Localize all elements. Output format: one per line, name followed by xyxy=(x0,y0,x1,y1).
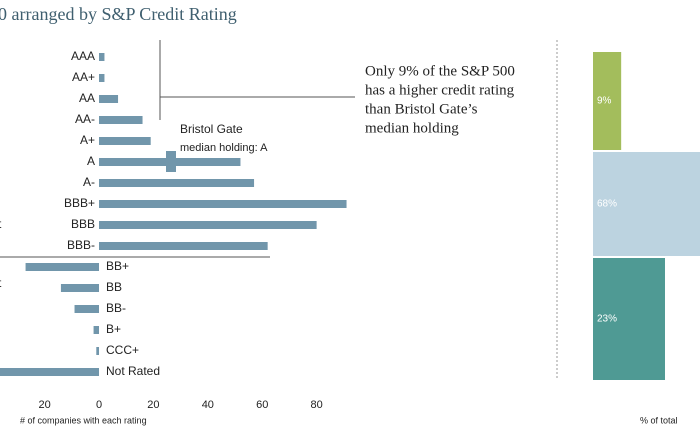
category-label: A xyxy=(87,154,95,168)
x-axis-label: # of companies with each rating xyxy=(20,415,147,425)
category-label: A- xyxy=(83,175,95,189)
bar xyxy=(25,263,100,271)
category-label: AA+ xyxy=(72,70,95,84)
bar xyxy=(99,53,105,61)
annotation: median holding xyxy=(365,120,459,136)
category-label: B+ xyxy=(106,322,121,336)
value-label: 23% xyxy=(597,314,617,325)
bar xyxy=(99,116,143,124)
segment xyxy=(593,258,665,380)
x-tick-label: 20 xyxy=(147,399,159,411)
x-tick-label: 60 xyxy=(256,399,268,411)
value-label: 68% xyxy=(597,199,617,210)
bar xyxy=(99,242,268,250)
x-tick-label: 40 xyxy=(202,399,214,411)
group-label: t xyxy=(0,276,2,290)
category-label: AAA xyxy=(71,49,95,63)
bar xyxy=(93,326,100,334)
category-label: BBB+ xyxy=(64,196,95,210)
bar xyxy=(74,305,100,313)
category-label: BB- xyxy=(106,301,126,315)
category-label: BB xyxy=(106,280,122,294)
bar xyxy=(99,137,151,145)
category-label: A+ xyxy=(80,133,95,147)
segment xyxy=(593,52,622,150)
bars xyxy=(0,53,347,376)
category-label: BBB- xyxy=(67,238,95,252)
x-tick-label: 0 xyxy=(96,399,102,411)
category-label: Not Rated xyxy=(106,364,160,378)
annotation: Only 9% of the S&P 500 xyxy=(365,63,515,79)
category-label: AA- xyxy=(75,112,95,126)
x-axis-label: % of total xyxy=(640,415,678,425)
bar xyxy=(99,179,255,187)
bar xyxy=(60,284,100,292)
category-label: BB+ xyxy=(106,259,129,273)
bar xyxy=(99,158,241,166)
group-label: t xyxy=(0,217,2,231)
bar xyxy=(0,368,100,376)
category-label: CCC+ xyxy=(106,343,139,357)
chart-title: 0 arranged by S&P Credit Rating xyxy=(0,4,237,24)
category-label: BBB xyxy=(71,217,95,231)
median-label: median holding: A xyxy=(180,142,268,154)
value-label: 9% xyxy=(597,96,612,107)
bar xyxy=(99,200,347,208)
x-tick-label: 80 xyxy=(310,399,322,411)
median-label: Bristol Gate xyxy=(180,122,243,136)
segment xyxy=(593,152,700,256)
bar xyxy=(96,347,100,355)
annotation: than Bristol Gate’s xyxy=(365,101,478,117)
category-label: AA xyxy=(79,91,95,105)
bar xyxy=(99,74,105,82)
bar xyxy=(99,95,119,103)
x-tick-label: 20 xyxy=(38,399,50,411)
annotation: has a higher credit rating xyxy=(365,82,515,98)
bar xyxy=(99,221,317,229)
